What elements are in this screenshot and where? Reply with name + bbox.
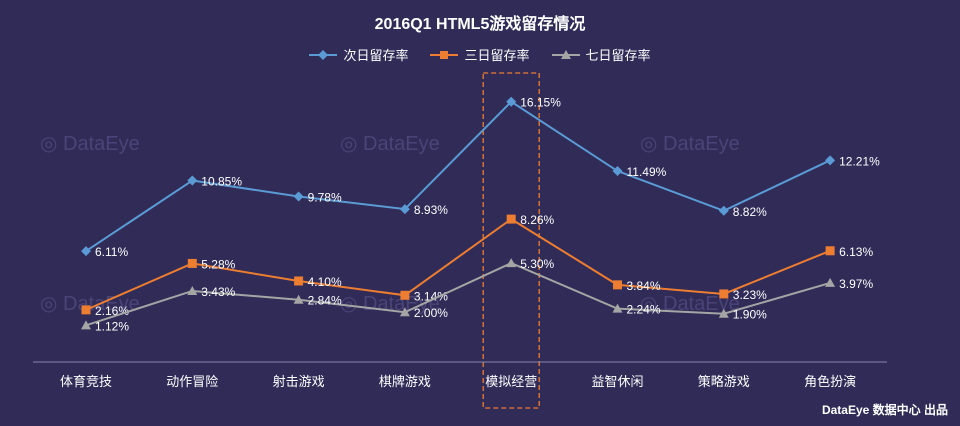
x-tick-label: 体育竞技 xyxy=(60,374,112,389)
highlight-box xyxy=(482,72,540,409)
x-tick-label: 角色扮演 xyxy=(804,374,856,389)
data-point xyxy=(187,175,198,186)
data-point xyxy=(825,155,836,166)
data-label: 6.13% xyxy=(839,245,873,259)
data-point xyxy=(81,320,91,330)
data-point xyxy=(719,289,729,299)
watermark-text: ◎ DataEye xyxy=(340,133,440,155)
data-label: 16.15% xyxy=(520,96,561,110)
legend-label-series-3: 七日留存率 xyxy=(585,48,651,63)
x-tick-label: 策略游戏 xyxy=(698,374,750,389)
data-label: 2.00% xyxy=(414,306,448,320)
data-point xyxy=(825,246,835,256)
data-label: 10.85% xyxy=(201,175,242,189)
data-point xyxy=(81,305,91,315)
data-point xyxy=(613,280,622,290)
x-tick-label: 模拟经营 xyxy=(485,374,537,389)
data-label: 1.12% xyxy=(95,319,129,333)
data-point xyxy=(294,276,304,286)
data-point xyxy=(612,303,623,313)
data-point xyxy=(187,285,198,295)
x-tick-label: 棋牌游戏 xyxy=(379,374,431,389)
legend-marker-triangle-icon xyxy=(551,49,580,59)
data-point xyxy=(506,96,517,107)
data-point xyxy=(718,308,729,318)
watermark-text: ◎ DataEye xyxy=(340,293,440,315)
data-label: 3.43% xyxy=(201,285,235,299)
data-label: 8.93% xyxy=(414,203,448,217)
legend-label-series-1: 次日留存率 xyxy=(343,48,409,63)
legend-marker-diamond-icon xyxy=(309,49,338,60)
legend-label-series-2: 三日留存率 xyxy=(464,48,530,63)
data-label: 3.23% xyxy=(733,288,767,302)
data-point xyxy=(825,277,836,287)
x-tick-label: 射击游戏 xyxy=(273,374,325,389)
data-label: 3.14% xyxy=(414,289,448,303)
data-point xyxy=(506,258,517,268)
series-line-1 xyxy=(85,100,831,252)
x-tick-label: 益智休闲 xyxy=(591,374,643,389)
data-label: 12.21% xyxy=(839,154,880,168)
watermark-text: ◎ DataEye xyxy=(640,133,740,155)
data-label: 4.10% xyxy=(308,275,342,289)
data-point xyxy=(293,294,304,304)
data-point xyxy=(612,166,623,177)
watermark-text: ◎ DataEye xyxy=(640,293,740,315)
data-point xyxy=(718,205,729,216)
data-label: 3.84% xyxy=(627,279,661,293)
data-point xyxy=(400,290,410,300)
watermark-text: ◎ DataEye xyxy=(40,133,140,155)
data-label: 6.11% xyxy=(95,245,128,259)
data-point xyxy=(506,214,516,224)
data-point xyxy=(293,191,304,202)
credit-text: DataEye 数据中心 出品 xyxy=(821,403,948,417)
data-label: 2.84% xyxy=(308,294,342,308)
legend-item-series-1: 次日留存率 xyxy=(309,45,408,64)
legend-item-series-2: 三日留存率 xyxy=(430,45,530,64)
legend: 次日留存率 三日留存率 七日留存率 xyxy=(0,45,960,64)
chart-title: 2016Q1 HTML5游戏留存情况 xyxy=(374,16,586,33)
data-label: 9.78% xyxy=(308,190,342,204)
data-label: 11.49% xyxy=(627,165,667,179)
data-point xyxy=(81,246,91,257)
data-point xyxy=(399,204,410,215)
legend-marker-square-icon xyxy=(430,50,459,59)
data-label: 8.82% xyxy=(733,205,767,219)
series-line-3 xyxy=(85,262,831,327)
watermark-text: ◎ DataEye xyxy=(40,293,140,315)
data-label: 2.16% xyxy=(95,304,129,318)
data-label: 1.90% xyxy=(733,308,767,322)
data-point xyxy=(399,307,410,317)
series-line-2 xyxy=(85,217,831,311)
x-tick-label: 动作冒险 xyxy=(166,374,218,389)
data-point xyxy=(187,258,197,268)
data-label: 5.28% xyxy=(201,257,235,271)
legend-item-series-3: 七日留存率 xyxy=(551,45,651,64)
data-label: 2.24% xyxy=(627,303,661,317)
data-label: 3.97% xyxy=(839,277,873,291)
data-label: 8.26% xyxy=(520,213,554,227)
data-label: 5.30% xyxy=(520,257,554,271)
